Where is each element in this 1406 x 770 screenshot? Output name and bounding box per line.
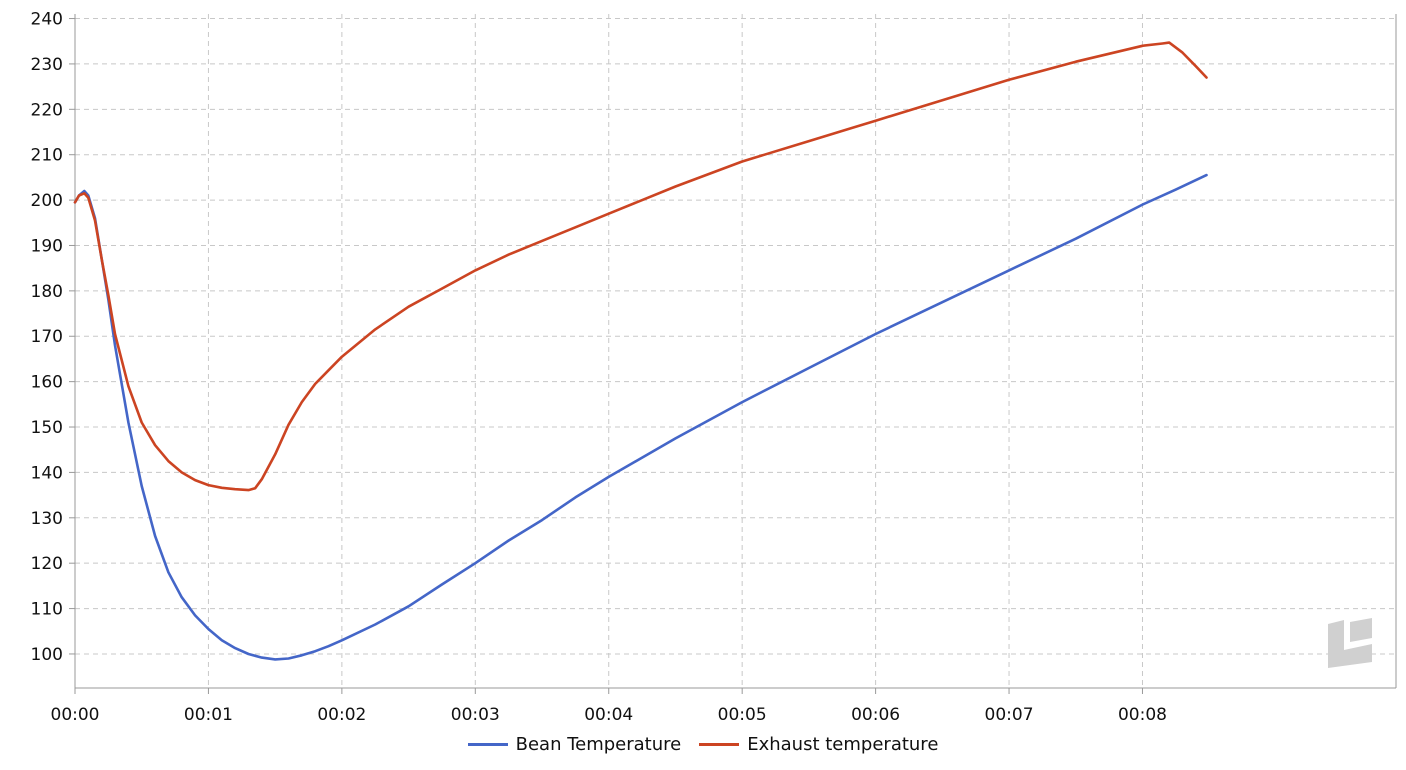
gridlines <box>75 14 1396 688</box>
series-line-bean <box>73 173 1208 661</box>
y-tick-label: 180 <box>31 282 63 302</box>
tick-labels: 100 110 120 130 140 150 160 170 180 190 200 210 220 2… <box>31 10 1167 725</box>
y-tick-label: 120 <box>31 554 63 574</box>
legend-swatch-bean <box>467 743 508 746</box>
legend-label-exhaust: Exhaust temperature <box>747 734 939 755</box>
y-tick-label: 130 <box>31 509 63 529</box>
y-tick-label: 230 <box>31 55 63 75</box>
series-lines <box>73 41 1208 661</box>
y-tick-label: 220 <box>31 100 63 120</box>
y-tick-label: 140 <box>31 463 63 483</box>
x-tick-label: 00:03 <box>451 705 500 725</box>
legend-label-bean: Bean Temperature <box>515 734 682 755</box>
legend-item-exhaust[interactable]: Exhaust temperature <box>699 734 938 755</box>
y-tick-label: 210 <box>31 146 63 166</box>
x-tick-label: 00:04 <box>584 705 633 725</box>
y-tick-label: 100 <box>31 645 63 665</box>
y-tick-label: 240 <box>31 10 63 30</box>
x-tick-label: 00:07 <box>985 705 1034 725</box>
y-tick-label: 190 <box>31 236 63 256</box>
x-tick-label: 00:00 <box>51 705 100 725</box>
y-tick-label: 200 <box>31 191 63 211</box>
series-line-exhaust <box>73 41 1208 492</box>
axes <box>69 14 1397 694</box>
watermark-logo-icon <box>1326 618 1376 668</box>
legend-item-bean[interactable]: Bean Temperature <box>467 734 682 755</box>
y-tick-label: 110 <box>31 600 63 620</box>
legend: Bean Temperature Exhaust temperature <box>0 734 1406 755</box>
x-tick-label: 00:01 <box>184 705 233 725</box>
x-tick-label: 00:05 <box>718 705 767 725</box>
y-tick-label: 160 <box>31 373 63 393</box>
y-tick-label: 170 <box>31 327 63 347</box>
y-tick-label: 150 <box>31 418 63 438</box>
chart-canvas: 100 110 120 130 140 150 160 170 180 190 200 210 220 2… <box>31 10 1397 725</box>
x-tick-label: 00:02 <box>317 705 366 725</box>
x-tick-label: 00:06 <box>851 705 900 725</box>
legend-swatch-exhaust <box>699 743 740 746</box>
x-tick-label: 00:08 <box>1118 705 1167 725</box>
